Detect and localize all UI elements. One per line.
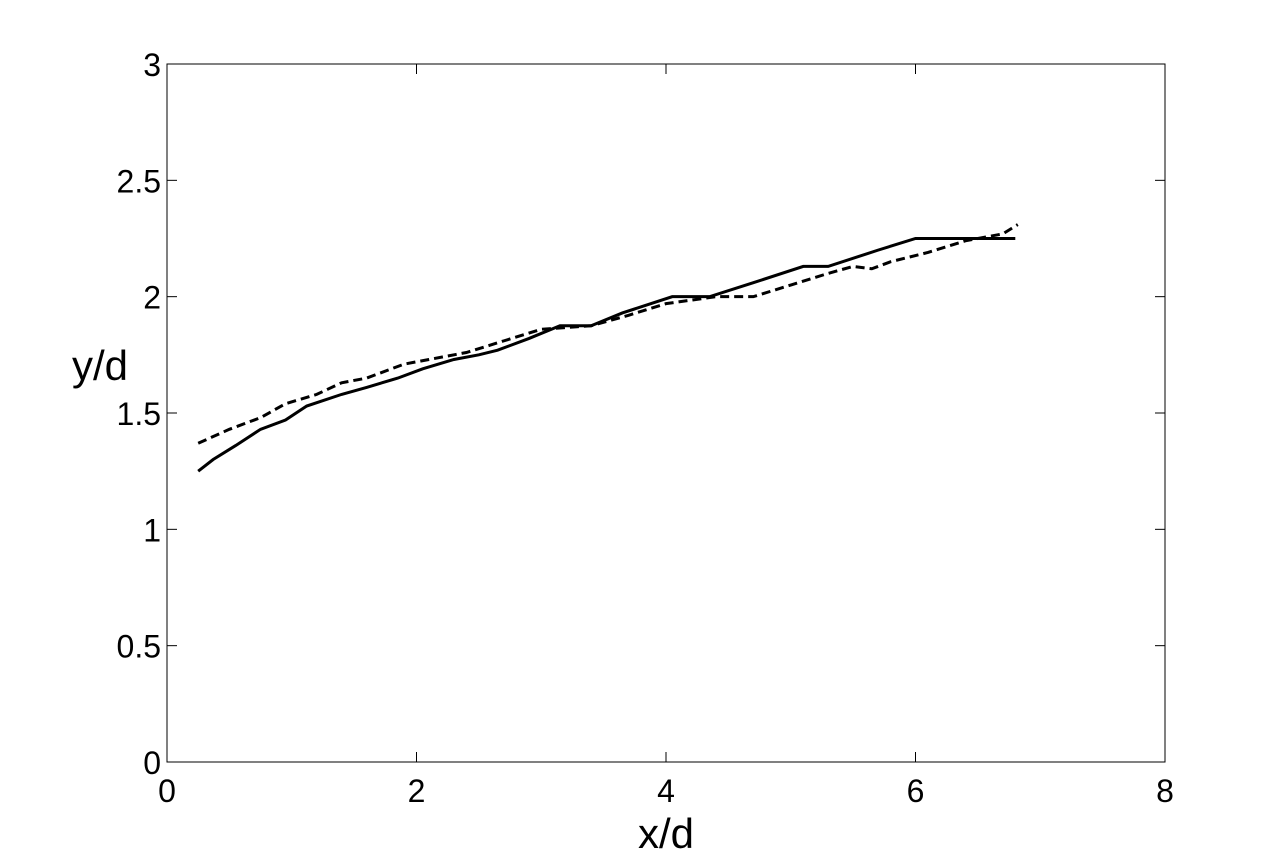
x-tick-label: 2 [408,773,426,809]
y-tick-label: 3 [143,47,161,83]
y-tick-label: 1.5 [117,396,161,432]
x-axis-label: x/d [638,810,694,857]
y-axis-label: y/d [72,342,128,389]
x-tick-label: 4 [657,773,675,809]
series-line [197,223,1019,445]
x-tick-label: 6 [907,773,925,809]
plot-frame [166,63,1166,763]
y-tick-label: 0 [143,745,161,781]
x-tick-label: 0 [158,773,176,809]
series-line [197,237,1016,473]
y-tick-label: 2 [143,280,161,316]
y-tick-label: 1 [143,512,161,548]
y-tick-label: 2.5 [117,163,161,199]
y-tick-label: 0.5 [117,629,161,665]
x-tick-label: 8 [1156,773,1174,809]
